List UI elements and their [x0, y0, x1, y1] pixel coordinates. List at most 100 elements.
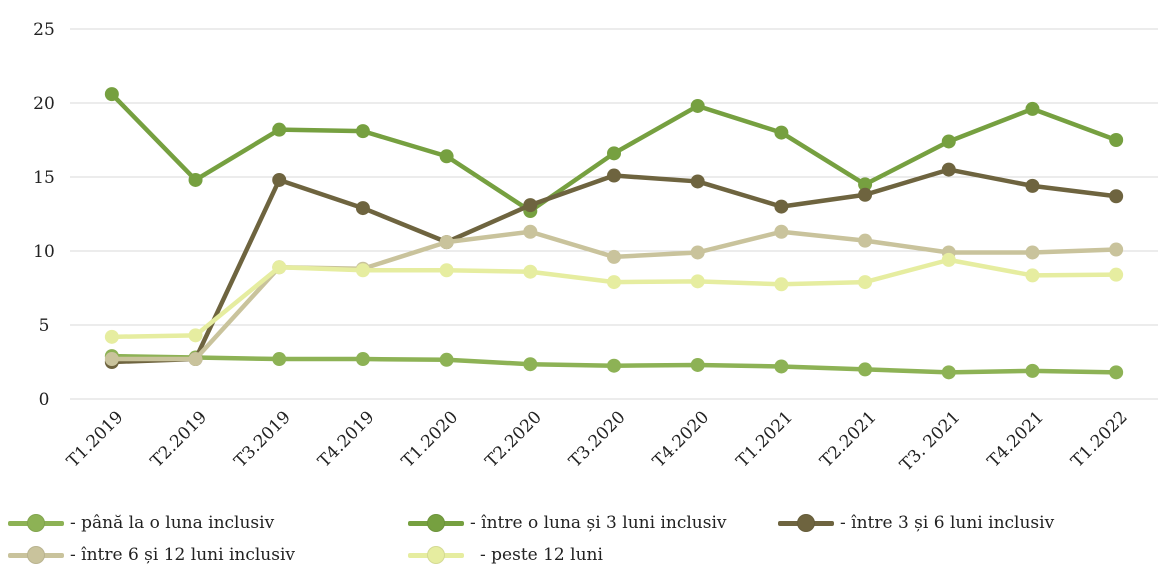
legend-label-5: - peste 12 luni [480, 545, 603, 565]
data-point [1109, 267, 1124, 282]
series-line [109, 167, 1119, 365]
y-tick-label: 0 [39, 390, 50, 410]
legend-key-3 [778, 513, 834, 533]
data-point [355, 352, 370, 367]
data-point [523, 264, 538, 279]
data-point [104, 352, 119, 367]
x-tick-label: T3. 2021 [896, 407, 964, 475]
x-tick-label: T3.2020 [565, 407, 629, 471]
data-point [439, 235, 454, 250]
data-point [439, 352, 454, 367]
legend-label-3: - între 3 și 6 luni inclusiv [840, 513, 1055, 533]
data-point [104, 329, 119, 344]
series-5 [104, 252, 1124, 344]
data-point [188, 352, 203, 367]
data-point [690, 245, 705, 260]
data-point [439, 149, 454, 164]
y-tick-label: 25 [33, 20, 55, 40]
data-point [272, 260, 287, 275]
data-point [607, 146, 621, 161]
data-point [272, 172, 287, 187]
legend-label-1: - până la o luna inclusiv [70, 513, 275, 533]
data-point [607, 275, 621, 290]
data-point [858, 362, 873, 377]
legend-label-4: - între 6 și 12 luni inclusiv [70, 545, 296, 565]
x-tick-label: T4.2021 [984, 407, 1048, 471]
data-point [690, 174, 705, 189]
data-point [941, 134, 956, 149]
y-axis-ticks: 0 5 10 15 20 25 [33, 20, 55, 410]
data-point [1109, 133, 1124, 147]
data-point [523, 357, 538, 372]
legend-key-1 [8, 513, 64, 533]
gridlines [70, 28, 1158, 400]
x-axis-ticks: T1.2019 T2.2019 T3.2019 T4.2019 T1.2020 T2.20… [63, 407, 1132, 475]
data-point [607, 358, 621, 373]
data-point [690, 274, 705, 289]
data-point [858, 187, 873, 202]
legend-key-5 [408, 545, 464, 565]
x-tick-label: T1.2020 [398, 407, 462, 471]
data-point [941, 252, 956, 267]
legend-item-1: - până la o luna inclusiv [8, 508, 274, 538]
legend-key-2 [408, 513, 464, 533]
data-point [858, 275, 873, 290]
data-point [690, 357, 705, 372]
data-point [523, 224, 538, 239]
data-point [774, 125, 789, 140]
data-point [272, 352, 287, 367]
series-4 [104, 224, 1124, 367]
data-point [355, 201, 370, 216]
data-point [439, 263, 454, 278]
data-point [1109, 242, 1124, 257]
legend: - până la o luna inclusiv - între o luna… [0, 508, 1168, 570]
data-point [355, 263, 370, 278]
data-point [355, 124, 370, 139]
y-tick-label: 20 [33, 94, 55, 114]
x-tick-label: T1.2021 [733, 407, 797, 471]
data-point [523, 198, 538, 213]
data-point [188, 172, 203, 187]
data-point [774, 277, 789, 292]
legend-item-3: - între 3 și 6 luni inclusiv [778, 508, 1054, 538]
data-point [188, 328, 203, 343]
x-tick-label: T2.2019 [147, 407, 211, 471]
data-point [104, 87, 119, 102]
data-point [607, 168, 621, 183]
x-tick-label: T4.2020 [649, 407, 713, 471]
legend-item-5: - peste 12 luni [408, 540, 603, 570]
y-tick-label: 15 [33, 168, 55, 188]
data-point [690, 98, 705, 113]
x-tick-label: T4.2019 [314, 407, 378, 471]
data-point [858, 233, 873, 248]
series-group [104, 87, 1124, 380]
data-point [774, 199, 789, 214]
legend-key-4 [8, 545, 64, 565]
data-point [858, 177, 873, 192]
series-1 [104, 349, 1124, 380]
x-tick-label: T2.2021 [816, 407, 880, 471]
x-tick-label: T1.2022 [1067, 407, 1131, 471]
data-point [1025, 268, 1040, 283]
data-point [1025, 363, 1040, 378]
y-tick-label: 10 [33, 242, 55, 262]
y-tick-label: 5 [39, 316, 50, 336]
data-point [774, 359, 789, 374]
data-point [607, 249, 621, 264]
data-point [941, 365, 956, 380]
data-point [1025, 178, 1040, 193]
legend-label-2: - între o luna și 3 luni inclusiv [470, 513, 727, 533]
data-point [774, 224, 789, 239]
data-point [1025, 101, 1040, 116]
data-point [272, 122, 287, 137]
x-tick-label: T3.2019 [231, 407, 295, 471]
legend-item-2: - între o luna și 3 luni inclusiv [408, 508, 727, 538]
series-2 [104, 87, 1124, 219]
legend-item-4: - între 6 și 12 luni inclusiv [8, 540, 295, 570]
data-point [941, 162, 956, 177]
data-point [1109, 189, 1124, 204]
x-tick-label: T1.2019 [63, 407, 127, 471]
x-tick-label: T2.2020 [482, 407, 546, 471]
data-point [1109, 365, 1124, 380]
